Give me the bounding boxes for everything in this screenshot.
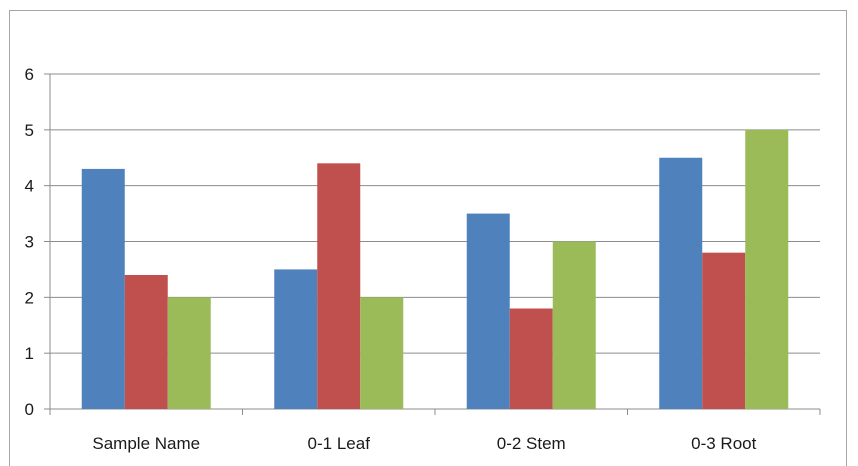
x-tick-label: 0-3 Root [691, 434, 756, 453]
bar [124, 275, 168, 409]
y-tick-label: 5 [25, 121, 34, 140]
bars [81, 129, 789, 410]
y-tick-label: 0 [25, 400, 34, 419]
y-tick-label: 6 [25, 65, 34, 84]
y-tick-label: 1 [25, 344, 34, 363]
bar [659, 157, 703, 409]
bar [274, 269, 318, 409]
bar [509, 308, 553, 409]
bar [552, 241, 596, 409]
x-tick-label: 0-2 Stem [497, 434, 566, 453]
x-tick-label: 0-1 Leaf [308, 434, 371, 453]
bar [167, 297, 211, 409]
bar [317, 163, 361, 409]
bar [81, 168, 125, 409]
y-tick-label: 2 [25, 288, 34, 307]
x-tick-label: Sample Name [92, 434, 200, 453]
bar [702, 252, 746, 409]
bar [466, 213, 510, 409]
y-tick-label: 3 [25, 233, 34, 252]
x-axis-labels: Sample Name 0-1 Leaf 0-2 Stem 0-3 Root [92, 434, 756, 453]
bar [745, 129, 789, 410]
bar [360, 297, 404, 409]
y-tick-label: 4 [25, 177, 34, 196]
y-axis-ticks: 0 1 2 3 4 5 6 [25, 65, 50, 419]
